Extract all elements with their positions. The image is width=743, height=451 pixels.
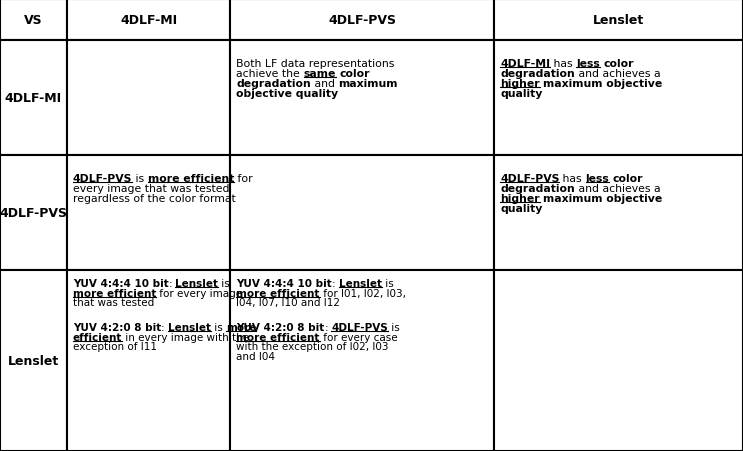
Text: and achieves a: and achieves a xyxy=(575,69,661,78)
Bar xyxy=(67,156,230,271)
Bar xyxy=(230,271,494,451)
Text: Lenslet: Lenslet xyxy=(175,279,218,289)
Text: quality: quality xyxy=(500,88,542,98)
Text: 4DLF-MI: 4DLF-MI xyxy=(120,14,177,27)
Bar xyxy=(230,0,494,41)
Text: YUV 4:2:0 8 bit: YUV 4:2:0 8 bit xyxy=(73,322,161,332)
Text: degradation: degradation xyxy=(500,184,575,193)
Text: is: is xyxy=(218,279,230,289)
Bar xyxy=(0,156,67,271)
Text: same: same xyxy=(304,69,336,78)
Text: achieve the: achieve the xyxy=(236,69,304,78)
Text: maximum: maximum xyxy=(339,78,398,88)
Text: has: has xyxy=(550,59,577,69)
Text: YUV 4:4:4 10 bit: YUV 4:4:4 10 bit xyxy=(73,279,169,289)
Bar xyxy=(0,0,67,41)
Text: quality: quality xyxy=(500,203,542,213)
Bar xyxy=(230,156,494,271)
Text: Lenslet: Lenslet xyxy=(593,14,644,27)
Text: higher: higher xyxy=(500,78,539,88)
Text: 4DLF-PVS: 4DLF-PVS xyxy=(73,174,132,184)
Bar xyxy=(494,156,743,271)
Text: is: is xyxy=(388,322,400,332)
Bar xyxy=(0,271,67,451)
Text: higher: higher xyxy=(500,193,539,203)
Text: YUV 4:4:4 10 bit: YUV 4:4:4 10 bit xyxy=(236,279,332,289)
Text: :: : xyxy=(332,279,339,289)
Text: for every case: for every case xyxy=(319,332,398,342)
Text: objective quality: objective quality xyxy=(236,88,338,98)
Bar xyxy=(0,41,67,156)
Bar xyxy=(67,41,230,156)
Text: more efficient: more efficient xyxy=(148,174,234,184)
Text: has: has xyxy=(559,174,585,184)
Text: regardless of the color format: regardless of the color format xyxy=(73,193,236,203)
Text: with the exception of I02, I03: with the exception of I02, I03 xyxy=(236,342,389,352)
Text: 4DLF-MI: 4DLF-MI xyxy=(500,59,550,69)
Text: VS: VS xyxy=(24,14,43,27)
Text: more efficient: more efficient xyxy=(73,288,156,298)
Text: color: color xyxy=(603,59,634,69)
Text: is: is xyxy=(132,174,148,184)
Text: 4DLF-PVS: 4DLF-PVS xyxy=(328,14,396,27)
Bar xyxy=(67,271,230,451)
Text: is: is xyxy=(382,279,394,289)
Text: 4DLF-PVS: 4DLF-PVS xyxy=(331,322,388,332)
Text: maximum objective: maximum objective xyxy=(543,193,663,203)
Text: efficient: efficient xyxy=(73,332,122,342)
Text: I04, I07, I10 and I12: I04, I07, I10 and I12 xyxy=(236,298,340,308)
Text: and I04: and I04 xyxy=(236,351,275,361)
Bar xyxy=(230,41,494,156)
Text: :: : xyxy=(161,322,168,332)
Text: color: color xyxy=(340,69,370,78)
Bar xyxy=(494,271,743,451)
Text: Lenslet: Lenslet xyxy=(339,279,382,289)
Text: and achieves a: and achieves a xyxy=(575,184,661,193)
Text: is: is xyxy=(211,322,226,332)
Text: more efficient: more efficient xyxy=(236,288,319,298)
Text: color: color xyxy=(613,174,643,184)
Text: Lenslet: Lenslet xyxy=(168,322,211,332)
Text: for: for xyxy=(234,174,253,184)
Text: maximum objective: maximum objective xyxy=(543,78,663,88)
Text: 4DLF-PVS: 4DLF-PVS xyxy=(0,207,68,220)
Text: YUV 4:2:0 8 bit: YUV 4:2:0 8 bit xyxy=(236,322,325,332)
Text: less: less xyxy=(577,59,600,69)
Text: Both LF data representations: Both LF data representations xyxy=(236,59,395,69)
Text: 4DLF-MI: 4DLF-MI xyxy=(5,92,62,105)
Text: :: : xyxy=(325,322,331,332)
Text: and: and xyxy=(311,78,339,88)
Text: degradation: degradation xyxy=(500,69,575,78)
Bar xyxy=(494,41,743,156)
Text: for I01, I02, I03,: for I01, I02, I03, xyxy=(319,288,406,298)
Text: more: more xyxy=(226,322,256,332)
Text: exception of I11: exception of I11 xyxy=(73,342,157,352)
Text: :: : xyxy=(169,279,175,289)
Text: 4DLF-PVS: 4DLF-PVS xyxy=(500,174,559,184)
Text: Lenslet: Lenslet xyxy=(8,354,59,367)
Text: that was tested: that was tested xyxy=(73,298,154,308)
Bar xyxy=(494,0,743,41)
Bar xyxy=(67,0,230,41)
Text: less: less xyxy=(585,174,609,184)
Text: for every image: for every image xyxy=(156,288,242,298)
Text: every image that was tested: every image that was tested xyxy=(73,184,230,193)
Text: in every image with the: in every image with the xyxy=(122,332,250,342)
Text: more efficient: more efficient xyxy=(236,332,319,342)
Text: degradation: degradation xyxy=(236,78,311,88)
